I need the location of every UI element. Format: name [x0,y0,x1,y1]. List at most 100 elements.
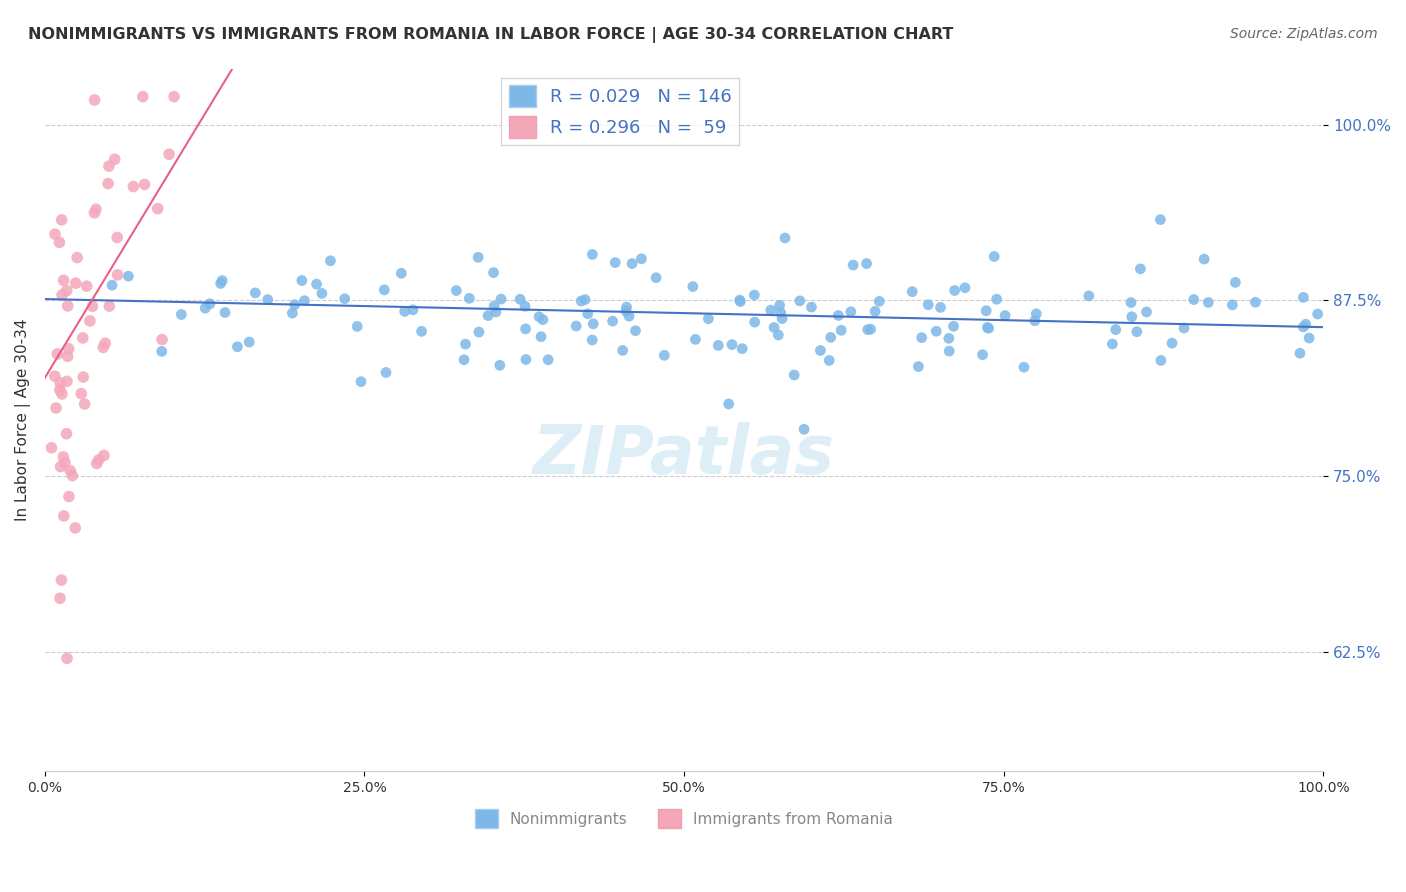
Point [256,293,278,307]
Point [52,273,75,287]
Point [489,292,512,306]
Point [682,279,704,293]
Point [856,323,879,337]
Point [770,311,793,326]
Point [730,294,752,309]
Point [281,306,304,320]
Point [101,278,124,293]
Point [333,292,356,306]
Point [612,343,634,358]
Point [800,300,823,314]
Point [1244,295,1267,310]
Point [58,490,80,504]
Point [685,332,707,346]
Point [1024,314,1046,328]
Point [238,334,260,349]
Point [810,343,832,358]
Point [789,293,811,308]
Point [73,397,96,411]
Point [827,309,849,323]
Point [56,375,79,389]
Point [51,288,73,302]
Point [537,352,560,367]
Point [721,337,744,351]
Point [943,284,966,298]
Point [581,247,603,261]
Point [830,323,852,337]
Point [574,293,596,307]
Point [576,307,599,321]
Point [214,305,236,319]
Point [1182,293,1205,307]
Point [1129,261,1152,276]
Point [58,342,80,356]
Point [48,235,70,250]
Point [107,268,129,282]
Point [744,288,766,302]
Point [929,301,952,315]
Point [146,202,169,216]
Point [1150,353,1173,368]
Point [375,366,398,380]
Point [697,311,720,326]
Legend: Nonimmigrants, Immigrants from Romania: Nonimmigrants, Immigrants from Romania [468,803,900,834]
Point [122,179,145,194]
Point [134,178,156,192]
Point [1197,295,1219,310]
Point [194,301,217,315]
Point [1306,307,1329,321]
Point [482,299,505,313]
Point [1126,325,1149,339]
Point [467,250,489,264]
Point [1135,305,1157,319]
Point [1149,212,1171,227]
Point [411,324,433,338]
Point [94,336,117,351]
Point [515,322,537,336]
Point [346,319,368,334]
Point [509,293,531,307]
Point [1012,360,1035,375]
Point [1295,317,1317,331]
Point [468,325,491,339]
Point [66,251,89,265]
Point [731,342,754,356]
Point [454,337,477,351]
Point [515,352,537,367]
Point [839,304,862,318]
Point [617,309,640,323]
Point [91,340,114,354]
Point [773,231,796,245]
Point [942,319,965,334]
Point [56,349,79,363]
Point [56,299,79,313]
Point [163,89,186,103]
Point [925,324,948,338]
Point [79,314,101,328]
Point [1025,307,1047,321]
Point [1173,321,1195,335]
Point [759,303,782,318]
Point [994,309,1017,323]
Point [1077,289,1099,303]
Point [211,274,233,288]
Point [707,338,730,352]
Point [901,285,924,299]
Point [855,256,877,270]
Point [1220,298,1243,312]
Point [907,359,929,374]
Point [624,324,647,338]
Point [938,331,960,345]
Point [41,441,63,455]
Point [65,521,87,535]
Point [983,250,1005,264]
Point [55,426,77,441]
Point [972,348,994,362]
Point [132,89,155,103]
Point [49,591,72,606]
Text: ZIPatlas: ZIPatlas [533,422,835,488]
Point [1119,295,1142,310]
Point [52,450,75,464]
Point [72,331,94,345]
Point [284,298,307,312]
